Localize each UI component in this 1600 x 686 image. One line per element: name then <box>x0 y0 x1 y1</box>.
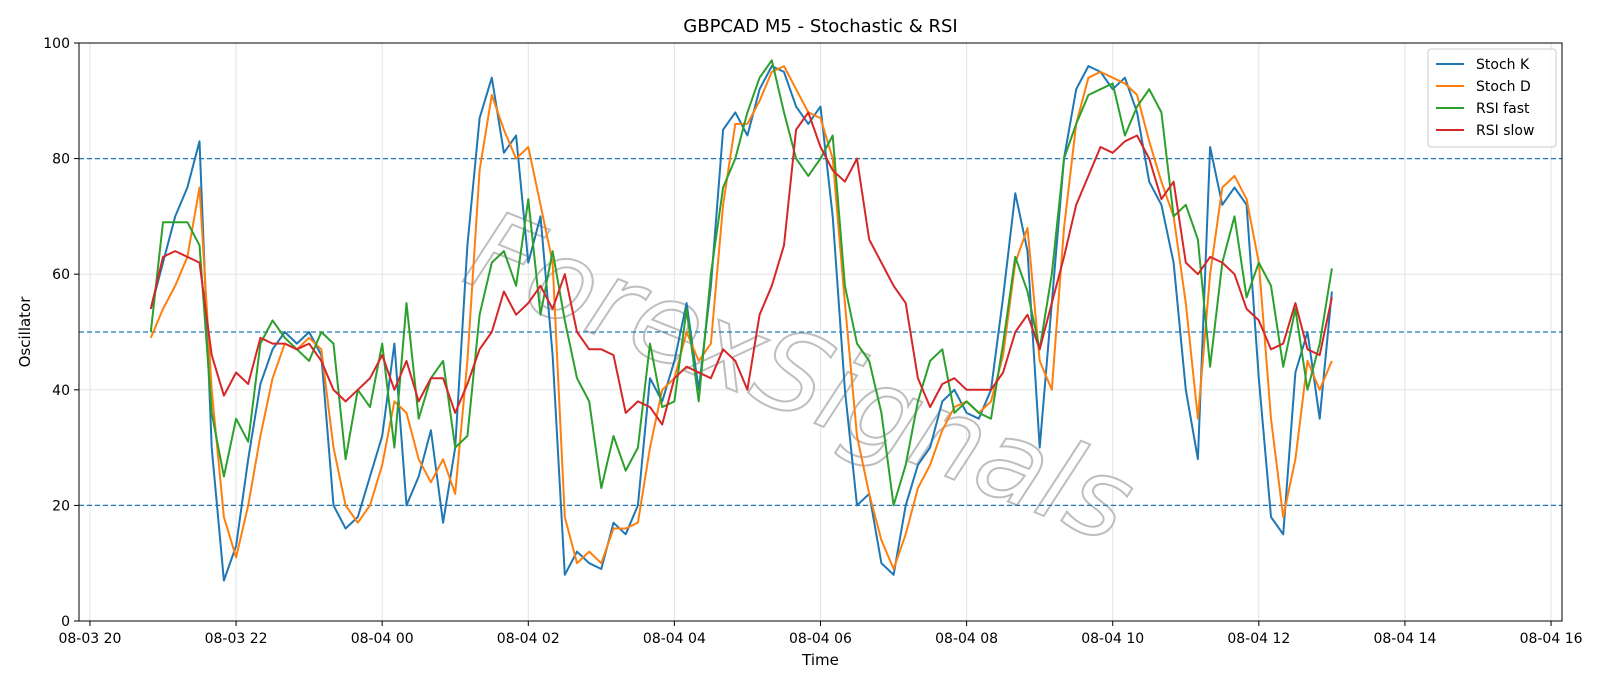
legend-items: Stoch K Stoch D RSI fast RSI slow <box>1436 57 1534 139</box>
x-tick-label: 08-03 20 <box>58 631 121 647</box>
legend-label-rsi-slow: RSI slow <box>1476 123 1534 139</box>
y-axis-ticks: 0 20 40 60 80 100 <box>43 36 79 630</box>
x-axis-ticks: 08-03 20 08-03 22 08-04 00 08-04 02 08-04 04… <box>58 621 1583 647</box>
legend-label-rsi-fast: RSI fast <box>1476 101 1530 117</box>
x-tick-label: 08-04 12 <box>1227 631 1290 647</box>
legend-label-stoch-k: Stoch K <box>1476 57 1530 73</box>
x-tick-label: 08-04 16 <box>1520 631 1583 647</box>
y-axis-label: Oscillator <box>16 296 34 368</box>
y-tick-label: 20 <box>52 498 70 514</box>
legend: Stoch K Stoch D RSI fast RSI slow <box>1427 48 1557 148</box>
chart-title: GBPCAD M5 - Stochastic & RSI <box>683 16 957 37</box>
y-tick-label: 60 <box>52 267 70 283</box>
x-tick-label: 08-04 04 <box>643 631 706 647</box>
y-tick-label: 40 <box>52 383 70 399</box>
series-line-rsi-fast <box>149 59 1333 507</box>
x-tick-label: 08-04 10 <box>1081 631 1144 647</box>
y-tick-label: 0 <box>61 614 70 630</box>
legend-box <box>1427 48 1557 148</box>
x-tick-label: 08-04 08 <box>935 631 998 647</box>
y-tick-label: 100 <box>43 36 70 52</box>
y-tick-label: 80 <box>52 152 70 168</box>
x-tick-label: 08-03 22 <box>205 631 268 647</box>
legend-label-stoch-d: Stoch D <box>1476 79 1531 95</box>
series-line-rsi-slow <box>149 111 1333 426</box>
x-tick-label: 08-04 14 <box>1373 631 1436 647</box>
x-axis-label: Time <box>801 651 839 669</box>
x-tick-label: 08-04 02 <box>497 631 560 647</box>
series-line-stoch-d <box>149 65 1333 570</box>
series-lines <box>149 59 1333 582</box>
x-tick-label: 08-04 00 <box>351 631 414 647</box>
x-tick-label: 08-04 06 <box>789 631 852 647</box>
reference-lines <box>79 157 1562 507</box>
